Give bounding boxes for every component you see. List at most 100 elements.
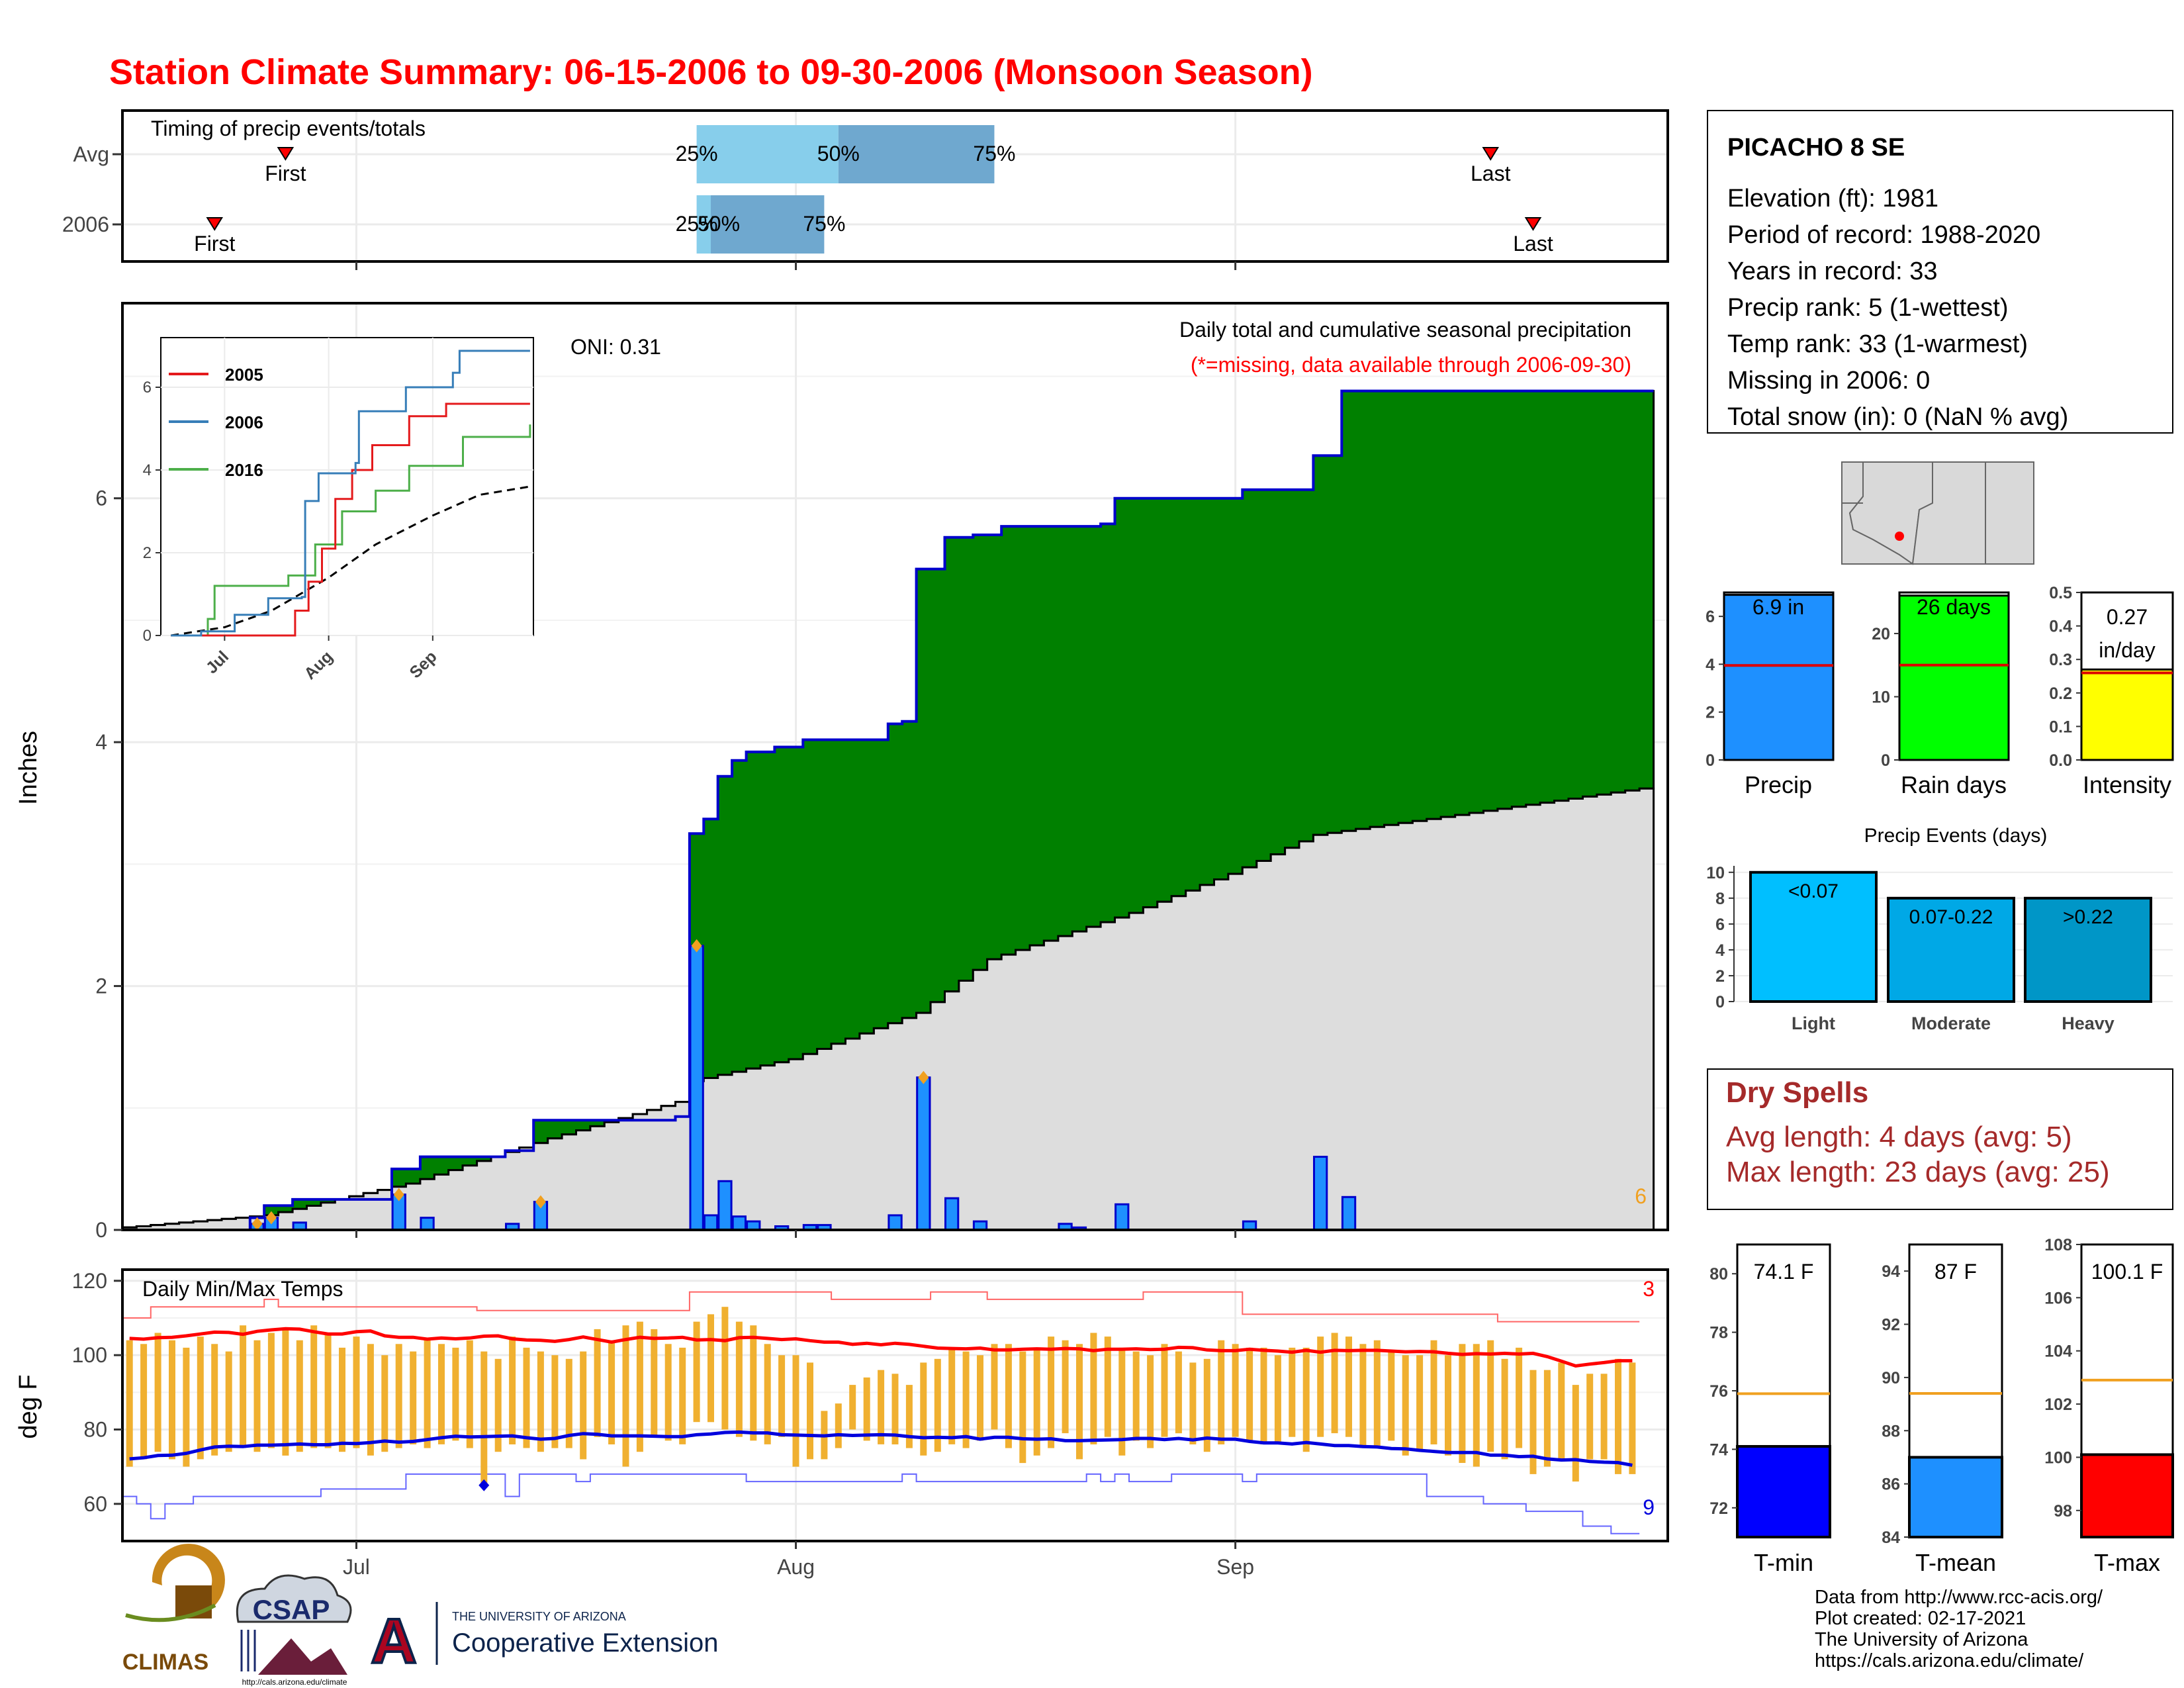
temp-bar-41 bbox=[707, 1314, 714, 1423]
temp-bar-84 bbox=[1317, 1336, 1324, 1437]
temp-bar-97 bbox=[1501, 1358, 1508, 1460]
timing-avg-early-bar bbox=[696, 125, 839, 183]
temp-xtick-label-1: Aug bbox=[777, 1555, 815, 1579]
ua-logo-a: A bbox=[371, 1606, 416, 1677]
tsum-ytick-label-2-5: 108 bbox=[2044, 1236, 2072, 1254]
precip-record-marker-1 bbox=[265, 1211, 277, 1225]
temp-record-low-marker-0 bbox=[478, 1479, 490, 1491]
precip-ytick-label-2: 4 bbox=[95, 730, 107, 754]
logos: CLIMAS CSAP http://cals.arizona.edu/clim… bbox=[122, 1544, 718, 1687]
temp-bar-90 bbox=[1402, 1355, 1409, 1456]
summary-ytick-label-0-3: 6 bbox=[1706, 608, 1715, 626]
temp-x-axis: Jul Aug Sep bbox=[343, 1541, 1254, 1579]
temp-bar-42 bbox=[721, 1307, 729, 1430]
temp-bar-27 bbox=[509, 1336, 516, 1444]
precip-ytick-label-3: 6 bbox=[95, 487, 107, 510]
summary-ytick-label-1-2: 20 bbox=[1872, 625, 1890, 643]
precip-daily-bar-4 bbox=[420, 1217, 435, 1231]
temp-bar-54 bbox=[891, 1374, 899, 1444]
timing-2006-last-label: Last bbox=[1513, 232, 1553, 256]
temp-bar-101 bbox=[1558, 1362, 1565, 1460]
csap-logo-url: http://cals.arizona.edu/climate bbox=[242, 1677, 347, 1687]
temp-ytick-label-3: 120 bbox=[72, 1269, 107, 1293]
temp-bar-15 bbox=[339, 1347, 345, 1452]
inset-line-2006 bbox=[171, 350, 530, 637]
station-temp-rank: Temp rank: 33 (1-warmest) bbox=[1727, 330, 2028, 358]
precip-daily-bar-7 bbox=[689, 945, 704, 1231]
temp-bar-33 bbox=[594, 1329, 601, 1437]
temp-bar-25 bbox=[480, 1351, 488, 1485]
temp-bar-35 bbox=[622, 1325, 629, 1467]
oni-label: ONI: 0.31 bbox=[570, 335, 661, 359]
temp-bar-89 bbox=[1388, 1351, 1395, 1441]
precip-missing-note: (*=missing, data available through 2006-… bbox=[1191, 353, 1631, 377]
station-info-frame bbox=[1707, 110, 2173, 434]
inset-average-line bbox=[170, 485, 531, 637]
temp-avg-min-line bbox=[129, 1430, 1633, 1467]
temp-daily-bars bbox=[126, 1307, 1636, 1485]
precip-ytick-label-0: 0 bbox=[95, 1218, 107, 1242]
temp-bar-59 bbox=[962, 1351, 970, 1448]
footer-plot-created: Plot created: 02-17-2021 bbox=[1815, 1608, 2026, 1629]
timing-avg-first-label: First bbox=[265, 162, 306, 185]
temp-bar-77 bbox=[1218, 1340, 1225, 1444]
temp-bar-88 bbox=[1373, 1340, 1381, 1448]
temp-bar-67 bbox=[1076, 1344, 1083, 1460]
timing-avg-p75-label: 75% bbox=[973, 142, 1015, 165]
temp-bar-82 bbox=[1289, 1347, 1296, 1437]
summary-ytick-label-2-0: 0.0 bbox=[2049, 751, 2072, 770]
precip-events-ytick-label-5: 10 bbox=[1706, 864, 1725, 882]
precip-record-marker-5 bbox=[918, 1070, 929, 1084]
tsum-ytick-label-1-3: 90 bbox=[1882, 1369, 1900, 1387]
temp-bar-9 bbox=[253, 1340, 261, 1452]
precip-subtitle: Daily total and cumulative seasonal prec… bbox=[1179, 318, 1631, 342]
temp-bar-60 bbox=[977, 1355, 983, 1441]
temp-bar-0 bbox=[126, 1340, 133, 1467]
summary-axes: 0 2 4 6 0 10 20 0.0 0.1 0.2 0.3 0.4 0.5 bbox=[1706, 584, 2081, 770]
temp-bar-37 bbox=[651, 1329, 658, 1437]
station-precip-rank: Precip rank: 5 (1-wettest) bbox=[1727, 294, 2008, 322]
inset-line-2016 bbox=[171, 424, 531, 637]
temp-bar-93 bbox=[1445, 1355, 1451, 1456]
inset-legend-2016: 2016 bbox=[225, 460, 263, 480]
temp-record-low-count: 9 bbox=[1643, 1495, 1655, 1519]
timing-2006-early-bar bbox=[696, 195, 711, 254]
tsum-axes: 72 74 76 78 80 84 86 88 90 92 94 98 100 102 104 106 108 bbox=[1709, 1236, 2081, 1547]
temp-bar-105 bbox=[1615, 1358, 1621, 1474]
temp-bar-12 bbox=[296, 1340, 303, 1452]
temp-bar-13 bbox=[310, 1325, 318, 1448]
temp-bar-73 bbox=[1161, 1344, 1168, 1437]
temp-bar-38 bbox=[664, 1344, 672, 1441]
csap-logo: CSAP http://cals.arizona.edu/climate bbox=[236, 1574, 352, 1687]
timing-avg-first-marker bbox=[277, 147, 295, 161]
station-years: Years in record: 33 bbox=[1727, 258, 1938, 285]
temp-bar-14 bbox=[324, 1333, 332, 1448]
summary-ytick-label-1-1: 10 bbox=[1872, 688, 1890, 707]
tsum-ytick-label-1-2: 88 bbox=[1882, 1422, 1900, 1440]
temp-bar-91 bbox=[1416, 1355, 1424, 1452]
temp-bar-51 bbox=[849, 1385, 856, 1430]
tsum-tmean-name: T-mean bbox=[1915, 1549, 1996, 1576]
temp-bar-23 bbox=[452, 1347, 459, 1441]
temp-bar-85 bbox=[1331, 1333, 1338, 1434]
ua-logo-line2: Cooperative Extension bbox=[452, 1628, 718, 1658]
timing-avg-last-label: Last bbox=[1471, 162, 1511, 185]
tsum-ytick-label-0-3: 78 bbox=[1709, 1324, 1728, 1342]
precip-corner-count: 6 bbox=[1635, 1184, 1647, 1208]
temp-bar-96 bbox=[1487, 1340, 1494, 1452]
temp-bar-75 bbox=[1189, 1362, 1197, 1444]
inset-y-axis: 0 2 4 6 bbox=[143, 379, 161, 645]
summary-ytick-label-2-5: 0.5 bbox=[2049, 584, 2072, 602]
timing-2006-p75-label: 75% bbox=[803, 212, 845, 236]
precip-events-ytick-label-1: 2 bbox=[1715, 967, 1725, 986]
ua-logo: A THE UNIVERSITY OF ARIZONA Cooperative … bbox=[369, 1602, 718, 1678]
temp-bar-40 bbox=[693, 1321, 700, 1423]
tsum-tmin-bar bbox=[1736, 1444, 1831, 1538]
timing-title: Timing of precip events/totals bbox=[151, 117, 426, 140]
temp-bar-81 bbox=[1274, 1355, 1281, 1444]
climas-logo-text: CLIMAS bbox=[122, 1650, 208, 1675]
precip-daily-bar-8 bbox=[703, 1214, 719, 1231]
tsum-ytick-label-1-5: 94 bbox=[1882, 1262, 1900, 1281]
station-name: PICACHO 8 SE bbox=[1727, 134, 1905, 162]
precip-events-cat-heavy: Heavy bbox=[2062, 1013, 2115, 1033]
